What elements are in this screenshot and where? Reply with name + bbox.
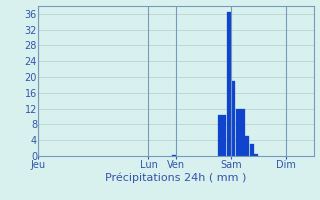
Bar [245,136,249,156]
Bar [227,12,231,156]
Bar [231,81,236,156]
Bar [236,109,240,156]
Bar [254,154,258,156]
X-axis label: Précipitations 24h ( mm ): Précipitations 24h ( mm ) [105,173,247,183]
Bar [240,109,244,156]
Bar [218,115,222,156]
Bar [250,144,254,156]
Bar [222,115,226,156]
Bar [172,155,176,156]
